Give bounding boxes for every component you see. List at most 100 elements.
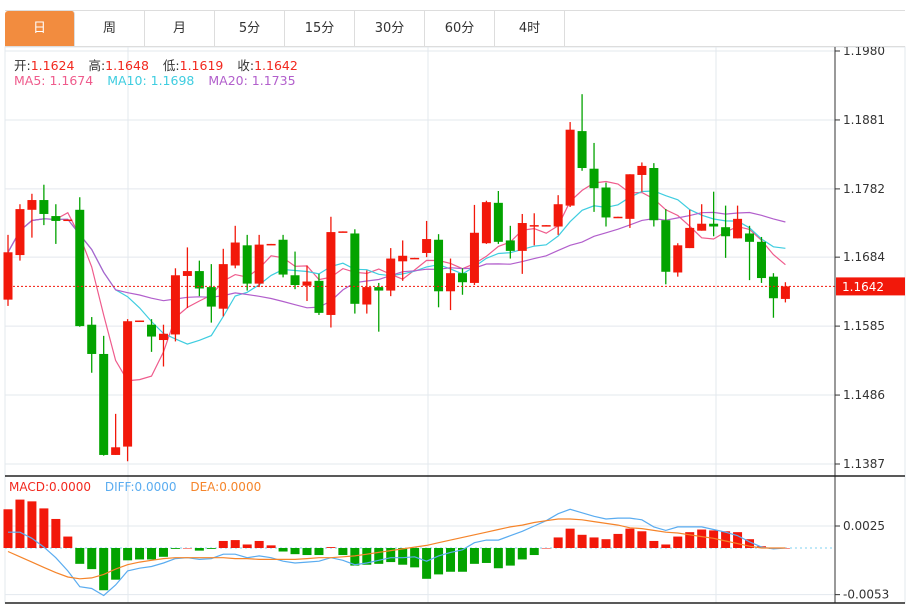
candle-body — [422, 239, 432, 253]
macd-bar — [135, 548, 145, 560]
price-tick-label: 1.1980 — [843, 44, 885, 58]
macd-bar — [206, 548, 216, 549]
macd-bar — [481, 548, 491, 563]
macd-legend-value: MACD:0.0000 — [9, 480, 92, 494]
diff-line — [8, 508, 786, 597]
candle-body — [457, 273, 467, 283]
candle-body — [111, 447, 121, 455]
tab-30min[interactable]: 30分 — [355, 11, 425, 46]
candle-body — [493, 202, 503, 242]
candle-body — [434, 239, 444, 292]
macd-bar — [457, 548, 467, 572]
tab-5min[interactable]: 5分 — [215, 11, 285, 46]
macd-bar — [601, 539, 611, 548]
candle-body — [326, 232, 336, 315]
open-label: 开: — [14, 58, 31, 73]
macd-bar — [254, 540, 264, 548]
candle-body — [242, 245, 252, 284]
macd-bar — [637, 531, 647, 548]
grid — [4, 46, 906, 604]
candle-body — [637, 165, 647, 175]
macd-bar — [553, 537, 563, 548]
candle-body — [721, 227, 731, 237]
ohlc-legend: 开:1.1624 高:1.1648 低:1.1619 收:1.1642 — [14, 55, 298, 74]
macd-bar — [290, 548, 300, 555]
high-value: 1.1648 — [105, 58, 149, 73]
macd-bar — [398, 548, 408, 565]
candle-body — [709, 223, 719, 227]
macd-bar — [661, 544, 671, 548]
macd-bar — [386, 548, 396, 563]
tab-4hour[interactable]: 4时 — [495, 11, 565, 46]
macd-bar — [565, 528, 575, 548]
candle-body — [278, 239, 288, 275]
macd-bar — [613, 533, 623, 548]
price-tick-label: 1.1881 — [843, 113, 885, 127]
macd-bar — [194, 548, 204, 551]
macd-bar — [99, 548, 109, 591]
close-label: 收: — [237, 58, 255, 73]
candle-body — [27, 200, 37, 210]
candle-body — [51, 216, 61, 221]
macd-bar — [434, 548, 444, 575]
macd-bar — [493, 548, 503, 569]
ma10-legend: MA10: 1.1698 — [107, 73, 195, 88]
price-axis: 1.1980 1.1881 1.1782 1.1684 1.1585 1.1486 1.13… — [5, 44, 905, 604]
macd-bar — [39, 508, 49, 548]
candle-body — [673, 245, 683, 273]
macd-pane — [3, 499, 835, 597]
close-value: 1.1642 — [254, 58, 298, 73]
candle-body — [733, 218, 743, 239]
macd-bar — [27, 501, 37, 548]
candle-body — [398, 255, 408, 262]
macd-bar — [338, 548, 348, 556]
candle-body — [75, 209, 85, 327]
candle-body — [338, 231, 348, 233]
tab-60min[interactable]: 60分 — [425, 11, 495, 46]
candle-body — [230, 242, 240, 266]
price-tick-label: 1.1782 — [843, 182, 885, 196]
macd-bar — [541, 548, 551, 549]
candle-body — [362, 287, 372, 305]
macd-bar — [673, 536, 683, 548]
candle-body — [601, 187, 611, 218]
macd-bar — [326, 547, 336, 548]
candle-body — [182, 271, 192, 276]
candle-body — [3, 252, 13, 300]
candle-body — [39, 200, 49, 214]
macd-bar — [218, 540, 228, 548]
macd-bar — [63, 536, 73, 548]
macd-bar — [230, 540, 240, 548]
macd-bar — [75, 548, 85, 564]
candle-body — [218, 264, 228, 309]
low-label: 低: — [162, 58, 180, 73]
macd-bar — [111, 548, 121, 580]
macd-bar — [529, 548, 539, 556]
tab-month[interactable]: 月 — [145, 11, 215, 46]
candle-body — [170, 275, 180, 335]
candle-body — [158, 333, 168, 341]
candle-body — [147, 324, 157, 337]
candle-body — [661, 220, 671, 272]
ma5-legend: MA5: 1.1674 — [14, 73, 94, 88]
price-tick-label: 1.1684 — [843, 250, 885, 264]
candle-body — [350, 233, 360, 304]
candle-body — [446, 273, 456, 292]
candle-body — [481, 202, 491, 244]
tab-week[interactable]: 周 — [75, 11, 145, 46]
macd-bar — [410, 548, 420, 568]
candle-body — [206, 287, 216, 307]
tab-15min[interactable]: 15分 — [285, 11, 355, 46]
high-label: 高: — [88, 58, 106, 73]
macd-bar — [3, 509, 13, 548]
tab-day[interactable]: 日 — [5, 11, 75, 46]
candle-body — [302, 281, 312, 286]
macd-tick-label: -0.0053 — [843, 588, 889, 602]
candle-body — [649, 168, 659, 221]
macd-bar — [517, 548, 527, 560]
candle-body — [553, 204, 563, 227]
candle-body — [625, 174, 635, 219]
macd-bar — [469, 548, 479, 564]
macd-bar — [123, 548, 133, 561]
